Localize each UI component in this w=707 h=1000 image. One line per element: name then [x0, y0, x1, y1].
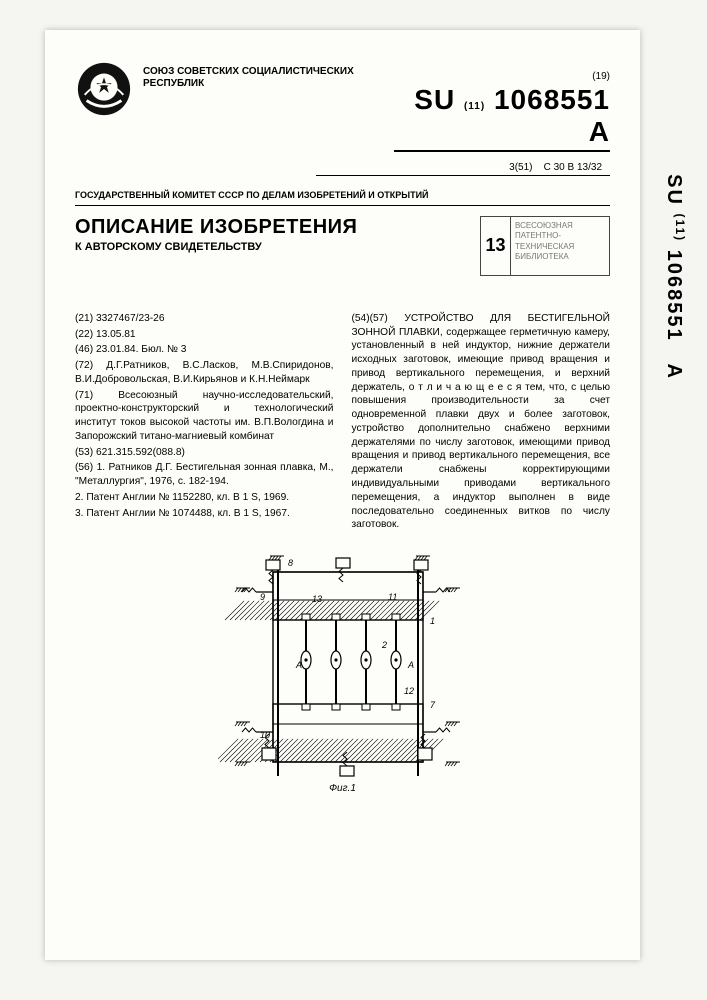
- svg-text:1: 1: [430, 616, 435, 626]
- title-block: ОПИСАНИЕ ИЗОБРЕТЕНИЯ К АВТОРСКОМУ СВИДЕТ…: [75, 216, 357, 253]
- svg-text:12: 12: [404, 686, 414, 696]
- body-columns: (21) 3327467/23-26 (22) 13.05.81 (46) 23…: [75, 312, 610, 534]
- svg-text:A: A: [407, 660, 414, 670]
- svg-text:2: 2: [381, 640, 387, 650]
- header: СОЮЗ СОВЕТСКИХ СОЦИАЛИСТИЧЕСКИХ РЕСПУБЛИ…: [75, 60, 610, 152]
- field-56-2: 2. Патент Англии № 1152280, кл. B 1 S, 1…: [75, 491, 334, 505]
- side-publication-code: SU (11) 1068551 A: [662, 174, 687, 380]
- committee-name: ГОСУДАРСТВЕННЫЙ КОМИТЕТ СССР ПО ДЕЛАМ ИЗ…: [75, 190, 610, 201]
- field-21: (21) 3327467/23-26: [75, 312, 334, 326]
- patent-page: СОЮЗ СОВЕТСКИХ СОЦИАЛИСТИЧЕСКИХ РЕСПУБЛИ…: [45, 30, 640, 960]
- stamp-text: ВСЕСОЮЗНАЯ ПАТЕНТНО-ТЕХНИЧЕСКАЯ БИБЛИОТЕ…: [511, 217, 609, 275]
- pub-country: SU: [414, 84, 455, 115]
- publication-number: (19) SU (11) 1068551 A: [394, 60, 610, 152]
- field-22: (22) 13.05.81: [75, 328, 334, 342]
- svg-text:7: 7: [430, 700, 436, 710]
- side-su: SU: [663, 174, 685, 206]
- stamp-number: 13: [481, 217, 511, 275]
- figure-1: 12AA71298111310 Фиг.1: [75, 552, 610, 794]
- ipc-prefix: 3(51): [509, 162, 532, 173]
- field-46: (46) 23.01.84. Бюл. № 3: [75, 343, 334, 357]
- svg-text:8: 8: [288, 558, 293, 568]
- figure-label: Фиг.1: [75, 783, 610, 794]
- ipc-code: C 30 B 13/32: [544, 162, 602, 173]
- svg-text:13: 13: [312, 594, 322, 604]
- field-72: (72) Д.Г.Ратников, В.С.Ласков, М.В.Спири…: [75, 359, 334, 387]
- document-subtitle: К АВТОРСКОМУ СВИДЕТЕЛЬСТВУ: [75, 241, 357, 253]
- left-column: (21) 3327467/23-26 (22) 13.05.81 (46) 23…: [75, 312, 334, 534]
- side-kind: A: [663, 364, 685, 380]
- ipc-classification: 3(51) C 30 B 13/32: [316, 162, 610, 176]
- svg-text:11: 11: [388, 592, 397, 602]
- abstract: (54)(57) УСТРОЙСТВО ДЛЯ БЕСТИГЕЛЬНОЙ ЗОН…: [352, 312, 611, 532]
- ussr-emblem-icon: [75, 60, 133, 118]
- apparatus-diagram: 12AA71298111310: [218, 552, 468, 782]
- side-num: 1068551: [663, 250, 685, 342]
- field-71: (71) Всесоюзный научно-исследовательский…: [75, 389, 334, 444]
- union-text: СОЮЗ СОВЕТСКИХ СОЦИАЛИСТИЧЕСКИХ РЕСПУБЛИ…: [143, 60, 384, 90]
- pub-suffix: (11): [464, 101, 485, 112]
- side-sub: (11): [673, 213, 687, 242]
- field-56-3: 3. Патент Англии № 1074488, кл. B 1 S, 1…: [75, 507, 334, 521]
- field-56-1: (56) 1. Ратников Д.Г. Бестигельная зонна…: [75, 461, 334, 489]
- divider: [75, 205, 610, 206]
- pub-number: 1068551: [494, 84, 610, 115]
- right-column: (54)(57) УСТРОЙСТВО ДЛЯ БЕСТИГЕЛЬНОЙ ЗОН…: [352, 312, 611, 534]
- title-row: ОПИСАНИЕ ИЗОБРЕТЕНИЯ К АВТОРСКОМУ СВИДЕТ…: [75, 216, 610, 276]
- pub-prefix: (19): [592, 71, 610, 82]
- svg-text:A: A: [295, 660, 302, 670]
- document-title: ОПИСАНИЕ ИЗОБРЕТЕНИЯ: [75, 216, 357, 239]
- svg-text:10: 10: [260, 730, 270, 740]
- svg-text:9: 9: [260, 592, 265, 602]
- library-stamp: 13 ВСЕСОЮЗНАЯ ПАТЕНТНО-ТЕХНИЧЕСКАЯ БИБЛИ…: [480, 216, 610, 276]
- field-53: (53) 621.315.592(088.8): [75, 446, 334, 460]
- pub-kind: A: [589, 116, 610, 147]
